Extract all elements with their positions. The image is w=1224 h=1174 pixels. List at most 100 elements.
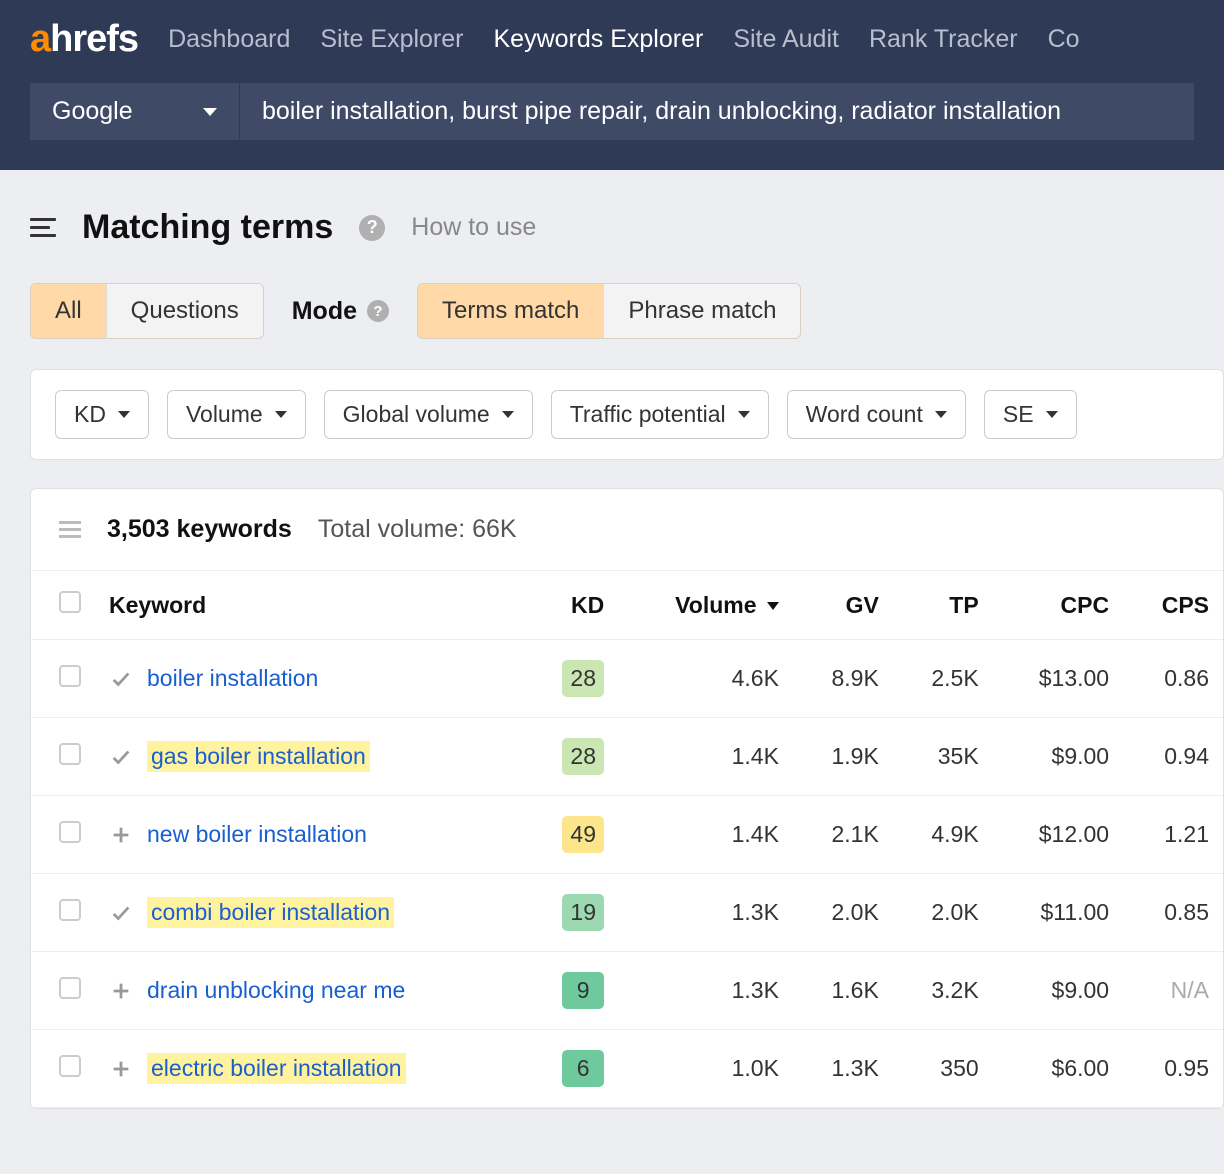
- cpc-cell: $6.00: [993, 1030, 1123, 1108]
- total-volume: Total volume: 66K: [318, 515, 517, 544]
- top-bar: ahrefs Dashboard Site Explorer Keywords Ex…: [0, 0, 1224, 170]
- keyword-link[interactable]: combi boiler installation: [147, 897, 394, 928]
- filter-pill[interactable]: Traffic potential: [551, 390, 769, 439]
- check-icon[interactable]: [109, 901, 133, 925]
- column-header[interactable]: GV: [793, 571, 893, 640]
- cps-cell: 1.21: [1123, 796, 1223, 874]
- column-header[interactable]: CPC: [993, 571, 1123, 640]
- filter-pill[interactable]: Global volume: [324, 390, 533, 439]
- menu-icon[interactable]: [30, 218, 56, 237]
- logo[interactable]: ahrefs: [30, 18, 138, 61]
- table-row: drain unblocking near me91.3K1.6K3.2K$9.…: [31, 952, 1223, 1030]
- search-input[interactable]: [262, 97, 1172, 126]
- gv-cell: 1.3K: [793, 1030, 893, 1108]
- cps-cell: 0.94: [1123, 718, 1223, 796]
- tp-cell: 3.2K: [893, 952, 993, 1030]
- row-checkbox[interactable]: [59, 977, 81, 999]
- nav-item[interactable]: Site Explorer: [320, 25, 463, 54]
- column-header[interactable]: KD: [525, 571, 618, 640]
- kd-badge: 19: [562, 894, 604, 931]
- check-icon[interactable]: [109, 745, 133, 769]
- keyword-link[interactable]: gas boiler installation: [147, 741, 370, 772]
- nav-row: ahrefs Dashboard Site Explorer Keywords Ex…: [0, 0, 1224, 61]
- title-row: Matching terms ? How to use: [30, 208, 1224, 247]
- column-header[interactable]: TP: [893, 571, 993, 640]
- plus-icon[interactable]: [109, 823, 133, 847]
- nav-item[interactable]: Dashboard: [168, 25, 290, 54]
- cpc-cell: $9.00: [993, 718, 1123, 796]
- gv-cell: 1.9K: [793, 718, 893, 796]
- filter-pill[interactable]: Volume: [167, 390, 306, 439]
- column-header[interactable]: Keyword: [95, 571, 525, 640]
- select-all-checkbox[interactable]: [59, 591, 81, 613]
- row-checkbox[interactable]: [59, 1055, 81, 1077]
- cpc-cell: $11.00: [993, 874, 1123, 952]
- row-checkbox[interactable]: [59, 743, 81, 765]
- toggle-button[interactable]: Questions: [107, 284, 263, 338]
- kd-badge: 9: [562, 972, 604, 1009]
- table-row: gas boiler installation281.4K1.9K35K$9.0…: [31, 718, 1223, 796]
- toggle-row: AllQuestions Mode ? Terms matchPhrase ma…: [30, 283, 1224, 339]
- check-icon[interactable]: [109, 667, 133, 691]
- gv-cell: 8.9K: [793, 640, 893, 718]
- table-row: new boiler installation491.4K2.1K4.9K$12…: [31, 796, 1223, 874]
- table-body: boiler installation284.6K8.9K2.5K$13.000…: [31, 640, 1223, 1108]
- row-checkbox[interactable]: [59, 665, 81, 687]
- tp-cell: 350: [893, 1030, 993, 1108]
- toggle-button[interactable]: Phrase match: [604, 284, 800, 338]
- results-card: 3,503 keywords Total volume: 66K Keyword…: [30, 488, 1224, 1109]
- tp-cell: 4.9K: [893, 796, 993, 874]
- keyword-link[interactable]: electric boiler installation: [147, 1053, 406, 1084]
- row-checkbox[interactable]: [59, 821, 81, 843]
- tp-cell: 2.0K: [893, 874, 993, 952]
- mode-toggle: Terms matchPhrase match: [417, 283, 801, 339]
- chevron-down-icon: [275, 411, 287, 418]
- volume-cell: 1.4K: [618, 718, 793, 796]
- plus-icon[interactable]: [109, 979, 133, 1003]
- search-input-wrap: [240, 83, 1194, 140]
- engine-select[interactable]: Google: [30, 83, 240, 140]
- column-header[interactable]: Volume: [618, 571, 793, 640]
- chevron-down-icon: [935, 411, 947, 418]
- row-checkbox[interactable]: [59, 899, 81, 921]
- volume-cell: 1.3K: [618, 874, 793, 952]
- keyword-link[interactable]: drain unblocking near me: [147, 977, 405, 1004]
- how-to-use-link[interactable]: How to use: [411, 213, 536, 242]
- help-icon[interactable]: ?: [359, 215, 385, 241]
- plus-icon[interactable]: [109, 1057, 133, 1081]
- toggle-button[interactable]: Terms match: [418, 284, 604, 338]
- tp-cell: 2.5K: [893, 640, 993, 718]
- chevron-down-icon: [738, 411, 750, 418]
- chevron-down-icon: [203, 108, 217, 116]
- keyword-link[interactable]: new boiler installation: [147, 821, 367, 848]
- chevron-down-icon: [502, 411, 514, 418]
- keyword-link[interactable]: boiler installation: [147, 665, 318, 692]
- nav-item[interactable]: Site Audit: [733, 25, 839, 54]
- filter-pill[interactable]: SE: [984, 390, 1077, 439]
- list-icon[interactable]: [59, 521, 81, 538]
- kd-badge: 6: [562, 1050, 604, 1087]
- filters-card: KD Volume Global volume Traffic potential Wo…: [30, 369, 1224, 460]
- filter-toggle: AllQuestions: [30, 283, 264, 339]
- nav-items: Dashboard Site Explorer Keywords Explorer S…: [168, 25, 1080, 54]
- search-row: Google: [0, 61, 1224, 140]
- results-table: KeywordKDVolume GVTPCPCCPS boiler instal…: [31, 571, 1223, 1108]
- toggle-button[interactable]: All: [31, 284, 107, 338]
- kd-badge: 28: [562, 660, 604, 697]
- table-row: combi boiler installation191.3K2.0K2.0K$…: [31, 874, 1223, 952]
- table-row: boiler installation284.6K8.9K2.5K$13.000…: [31, 640, 1223, 718]
- nav-item[interactable]: Co: [1048, 25, 1080, 54]
- column-header[interactable]: CPS: [1123, 571, 1223, 640]
- filter-pill[interactable]: KD: [55, 390, 149, 439]
- filter-pill[interactable]: Word count: [787, 390, 966, 439]
- column-header[interactable]: [31, 571, 95, 640]
- gv-cell: 1.6K: [793, 952, 893, 1030]
- help-icon[interactable]: ?: [367, 300, 389, 322]
- nav-item[interactable]: Keywords Explorer: [494, 25, 704, 54]
- nav-item[interactable]: Rank Tracker: [869, 25, 1018, 54]
- volume-cell: 1.4K: [618, 796, 793, 874]
- cps-cell: 0.86: [1123, 640, 1223, 718]
- table-header-row: KeywordKDVolume GVTPCPCCPS: [31, 571, 1223, 640]
- engine-label: Google: [52, 97, 133, 126]
- cps-cell: 0.95: [1123, 1030, 1223, 1108]
